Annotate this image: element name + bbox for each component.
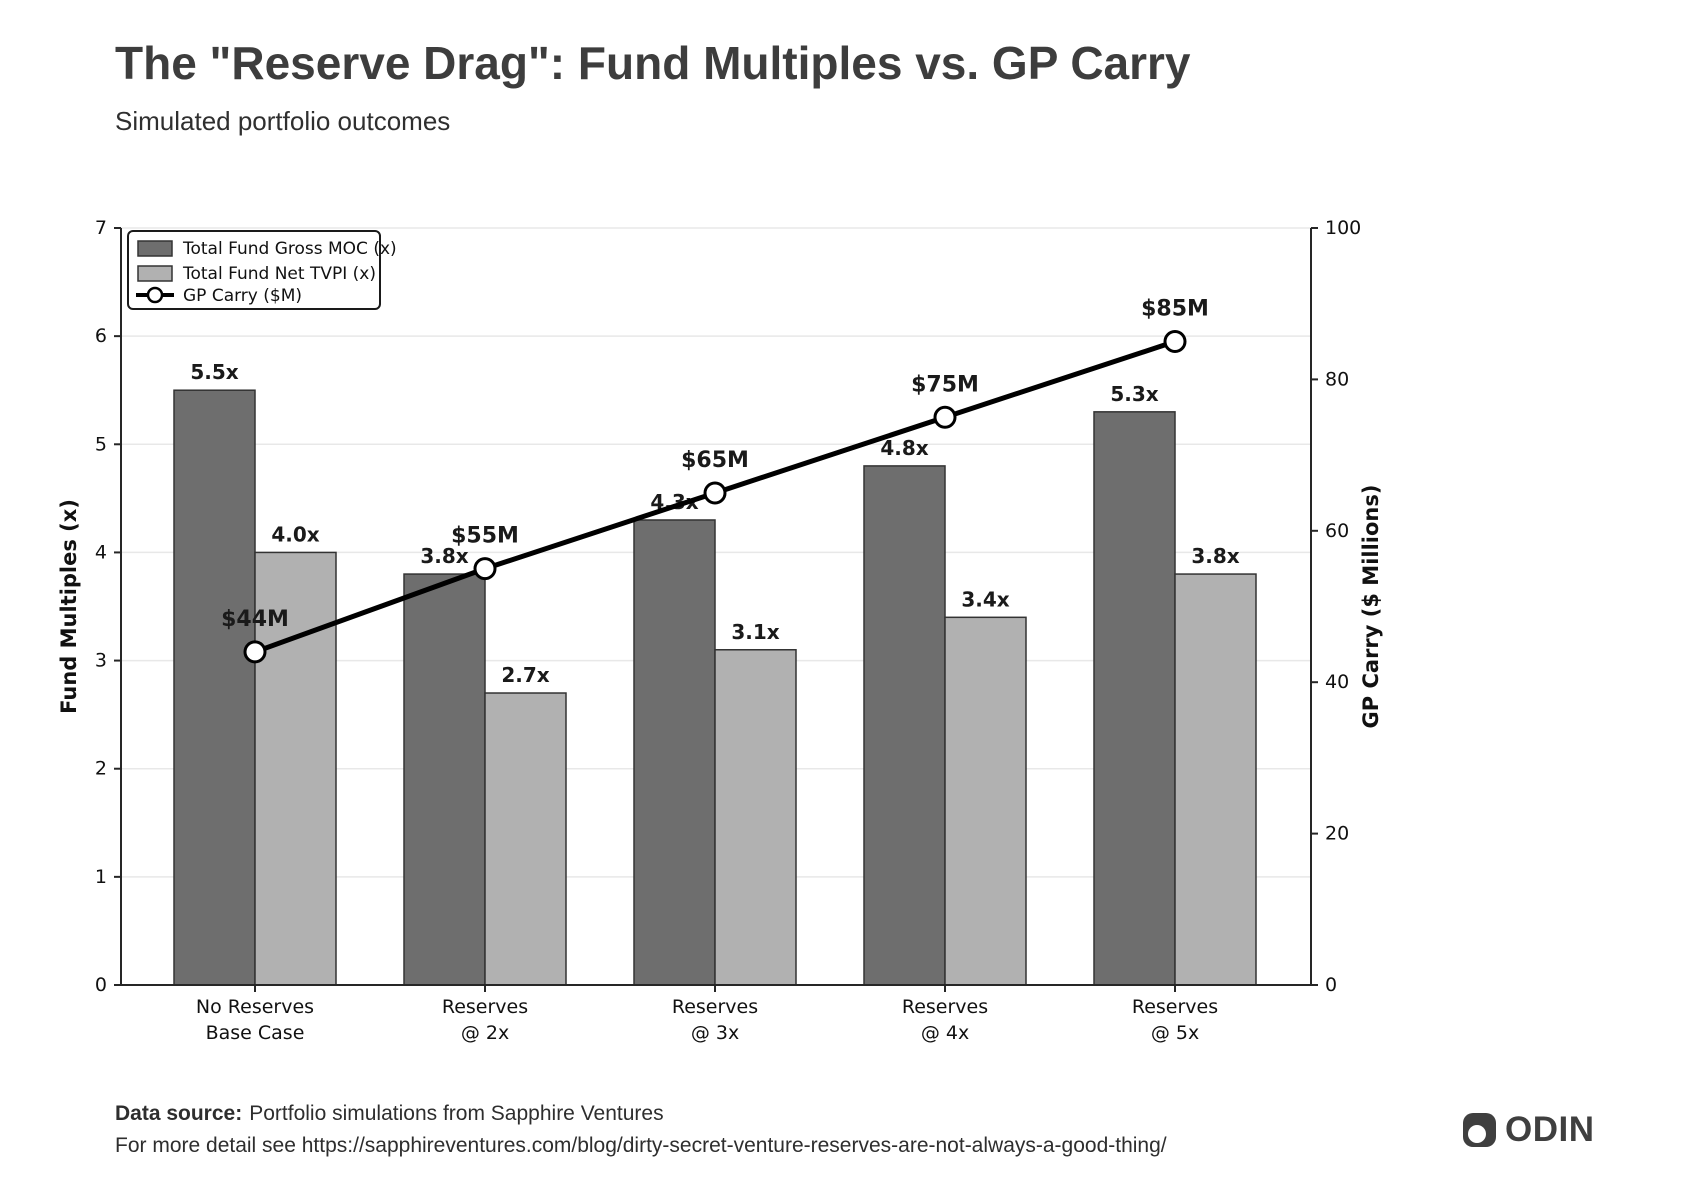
x-category-label-3: Reserves <box>902 996 988 1018</box>
left-tick-label: 3 <box>95 650 107 672</box>
gp-carry-label: $75M <box>911 372 979 397</box>
gp-carry-label: $85M <box>1141 297 1209 322</box>
right-tick-label: 0 <box>1325 974 1337 996</box>
x-category-label-2: @ 3x <box>691 1022 739 1044</box>
legend-label-2: GP Carry ($M) <box>183 286 302 306</box>
bar-value-label: 2.7x <box>501 663 549 687</box>
left-tick-label: 6 <box>95 325 107 347</box>
footer: Data source: Portfolio simulations from S… <box>115 1098 1167 1161</box>
odin-logo: ODIN <box>1463 1110 1595 1150</box>
gross-moc-bar-1 <box>403 573 486 986</box>
x-category-label-2: Reserves <box>672 996 758 1018</box>
x-category-label-4: Reserves <box>1132 996 1218 1018</box>
bar-value-label: 4.0x <box>271 522 319 546</box>
legend-swatch-1 <box>137 265 173 282</box>
x-category-label-1: @ 2x <box>461 1022 509 1044</box>
right-tick-label: 20 <box>1325 823 1349 845</box>
gross-moc-bar-2 <box>633 519 716 986</box>
bar-value-label: 3.1x <box>731 620 779 644</box>
gp-carry-point-2 <box>703 481 727 505</box>
net-tvpi-bar-0 <box>254 551 337 986</box>
x-category-label-3: @ 4x <box>921 1022 969 1044</box>
odin-logo-text: ODIN <box>1505 1110 1595 1149</box>
legend-box <box>127 230 381 310</box>
net-tvpi-bar-4 <box>1174 573 1257 986</box>
detail-link-text: For more detail see https://sapphirevent… <box>115 1133 1167 1157</box>
gross-moc-bar-4 <box>1093 411 1176 986</box>
left-tick-label: 5 <box>95 433 107 455</box>
net-tvpi-bar-2 <box>714 649 797 986</box>
data-source-text: Portfolio simulations from Sapphire Vent… <box>249 1102 664 1125</box>
odin-logo-dot <box>1468 1125 1486 1143</box>
gp-carry-point-3 <box>933 405 957 429</box>
bar-value-label: 3.4x <box>961 587 1009 611</box>
x-category-label-4: @ 5x <box>1151 1022 1199 1044</box>
gross-moc-bar-3 <box>863 465 946 986</box>
page-title: The "Reserve Drag": Fund Multiples vs. G… <box>115 37 1191 89</box>
net-tvpi-bar-1 <box>484 692 567 986</box>
left-axis-title: Fund Multiples (x) <box>57 499 81 714</box>
data-source-line: Data source: Portfolio simulations from S… <box>115 1098 1167 1130</box>
right-axis-title: GP Carry ($ Millions) <box>1359 485 1383 729</box>
legend-label-1: Total Fund Net TVPI (x) <box>182 264 376 284</box>
data-source-label: Data source: <box>115 1102 243 1125</box>
gp-carry-point-4 <box>1163 330 1187 354</box>
bar-value-label: 3.8x <box>1191 544 1239 568</box>
odin-logo-icon <box>1463 1113 1496 1147</box>
x-category-label-1: Reserves <box>442 996 528 1018</box>
x-category-label-0: No Reserves <box>196 996 314 1018</box>
gp-carry-label: $44M <box>221 607 289 632</box>
chart-header: The "Reserve Drag": Fund Multiples vs. G… <box>115 36 1191 137</box>
bar-value-label: 3.8x <box>420 544 468 568</box>
right-tick-label: 100 <box>1325 217 1361 239</box>
gp-carry-point-0 <box>243 640 267 664</box>
x-category-label-0: Base Case <box>206 1022 305 1044</box>
gp-carry-point-1 <box>473 557 497 581</box>
page-subtitle: Simulated portfolio outcomes <box>115 106 451 136</box>
legend-line-marker <box>146 286 164 304</box>
bar-value-label: 5.3x <box>1110 382 1158 406</box>
net-tvpi-bar-3 <box>944 616 1027 986</box>
right-tick-label: 40 <box>1325 671 1349 693</box>
right-tick-label: 80 <box>1325 368 1349 390</box>
left-tick-label: 4 <box>95 541 107 563</box>
left-tick-label: 0 <box>95 974 107 996</box>
right-tick-label: 60 <box>1325 520 1349 542</box>
gross-moc-bar-0 <box>173 389 256 986</box>
left-tick-label: 1 <box>95 866 107 888</box>
legend-swatch-0 <box>137 240 173 257</box>
gp-carry-label: $55M <box>451 524 519 549</box>
gp-carry-label: $65M <box>681 448 749 473</box>
left-tick-label: 2 <box>95 758 107 780</box>
legend-label-0: Total Fund Gross MOC (x) <box>182 239 397 259</box>
bar-value-label: 5.5x <box>190 360 238 384</box>
bar-value-label: 4.8x <box>880 436 928 460</box>
left-tick-label: 7 <box>95 217 107 239</box>
